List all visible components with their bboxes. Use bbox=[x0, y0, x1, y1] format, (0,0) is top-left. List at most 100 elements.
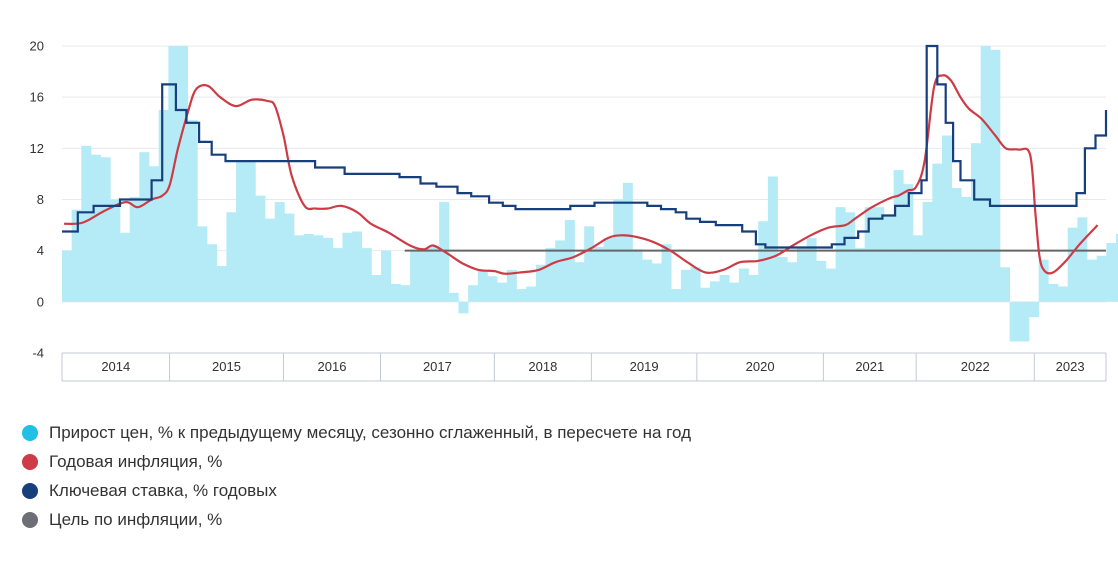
price-growth-bar bbox=[381, 250, 392, 302]
legend-dot-icon bbox=[22, 482, 38, 499]
price-growth-bar bbox=[468, 285, 479, 302]
price-growth-bar bbox=[729, 282, 740, 302]
price-growth-bar bbox=[555, 240, 566, 302]
price-growth-bar bbox=[62, 250, 72, 302]
price-growth-bar bbox=[970, 143, 981, 302]
price-growth-bar bbox=[371, 274, 382, 302]
price-growth-bar bbox=[1000, 267, 1010, 302]
price-growth-bar bbox=[294, 235, 305, 302]
price-growth-bar bbox=[313, 235, 324, 302]
year-label: 2023 bbox=[1056, 359, 1085, 374]
price-growth-bar bbox=[255, 195, 266, 302]
legend-item-annual-inflation[interactable]: Годовая инфляция, % bbox=[22, 447, 691, 476]
price-growth-bar bbox=[1116, 234, 1118, 302]
price-growth-bar bbox=[748, 274, 759, 302]
price-growth-bar bbox=[110, 199, 121, 302]
legend-label: Прирост цен, % к предыдущему месяцу, сез… bbox=[49, 422, 692, 442]
price-growth-bar bbox=[593, 246, 604, 302]
price-growth-bar bbox=[361, 248, 372, 302]
price-growth-bar bbox=[120, 232, 130, 302]
year-label: 2017 bbox=[423, 359, 452, 374]
price-growth-bar bbox=[226, 212, 237, 302]
price-growth-bar bbox=[178, 46, 189, 302]
price-growth-bar bbox=[91, 154, 101, 302]
price-growth-bar bbox=[265, 218, 276, 302]
legend-item-inflation-target[interactable]: Цель по инфляции, % bbox=[22, 505, 691, 534]
price-growth-bar bbox=[526, 286, 537, 302]
price-growth-bar bbox=[700, 287, 711, 302]
price-growth-bar bbox=[951, 187, 962, 302]
price-growth-bar bbox=[1096, 255, 1107, 302]
price-growth-bar bbox=[816, 260, 827, 302]
price-growth-bar bbox=[584, 226, 595, 302]
price-growth-bar bbox=[632, 249, 643, 302]
year-label: 2016 bbox=[318, 359, 347, 374]
y-tick-label: 0 bbox=[37, 294, 44, 309]
price-growth-bar bbox=[149, 166, 160, 302]
price-growth-bar bbox=[158, 109, 169, 302]
price-growth-bar bbox=[1058, 286, 1068, 302]
legend-dot-icon bbox=[22, 453, 38, 470]
price-growth-bar bbox=[680, 269, 691, 302]
price-growth-bar bbox=[139, 152, 150, 302]
year-label: 2018 bbox=[528, 359, 557, 374]
legend: Прирост цен, % к предыдущему месяцу, сез… bbox=[22, 418, 691, 534]
y-tick-label: -4 bbox=[32, 346, 44, 361]
price-growth-bar bbox=[825, 268, 836, 302]
x-axis: 2014 2015 2016 2017 2018 2019 2020 2021 2022 2023 bbox=[61, 352, 1107, 382]
price-growth-bar bbox=[284, 213, 295, 302]
price-growth-bar bbox=[323, 237, 334, 302]
price-growth-bar bbox=[941, 135, 952, 302]
price-growth-bar bbox=[1106, 242, 1117, 302]
price-growth-bar bbox=[661, 244, 672, 302]
price-growth-bar bbox=[81, 145, 92, 302]
y-tick-label: 20 bbox=[30, 39, 44, 54]
price-growth-bar bbox=[100, 157, 111, 302]
legend-item-key-rate[interactable]: Ключевая ставка, % годовых bbox=[22, 476, 691, 505]
price-growth-bar bbox=[1038, 259, 1049, 302]
price-growth-bar bbox=[516, 289, 527, 302]
price-growth-bar bbox=[709, 281, 720, 302]
price-growth-bar bbox=[912, 235, 923, 302]
legend-label: Годовая инфляция, % bbox=[49, 451, 223, 471]
price-growth-bar bbox=[487, 276, 498, 302]
year-label: 2021 bbox=[855, 359, 884, 374]
series-lines bbox=[62, 44, 1108, 275]
price-growth-bar bbox=[671, 289, 682, 302]
price-growth-bar bbox=[332, 248, 343, 302]
price-growth-bar bbox=[719, 274, 730, 302]
price-growth-bar bbox=[419, 248, 430, 302]
price-growth-bar bbox=[1019, 301, 1030, 342]
price-growth-bar bbox=[245, 161, 256, 302]
price-growth-bar bbox=[71, 209, 82, 302]
price-growth-bar bbox=[738, 268, 749, 302]
price-growth-bar bbox=[767, 176, 778, 302]
legend-label: Цель по инфляции, % bbox=[49, 509, 223, 529]
year-label: 2022 bbox=[961, 359, 990, 374]
price-growth-bars bbox=[62, 46, 1118, 342]
price-growth-bar bbox=[854, 248, 865, 302]
key-rate-line bbox=[62, 44, 1108, 249]
price-growth-bar bbox=[603, 237, 614, 302]
price-growth-bar bbox=[303, 234, 314, 302]
price-growth-bar bbox=[622, 182, 633, 302]
legend-dot-icon bbox=[22, 511, 38, 528]
price-growth-bar bbox=[787, 262, 798, 302]
price-growth-bar bbox=[835, 207, 846, 302]
price-growth-bar bbox=[448, 292, 459, 302]
price-growth-bar bbox=[806, 237, 817, 302]
price-growth-bar bbox=[564, 219, 575, 302]
legend-item-price-growth[interactable]: Прирост цен, % к предыдущему месяцу, сез… bbox=[22, 418, 691, 447]
year-label: 2015 bbox=[212, 359, 241, 374]
price-growth-bar bbox=[980, 46, 991, 302]
annual-inflation-line bbox=[64, 74, 1099, 275]
price-growth-bar bbox=[458, 301, 469, 314]
price-growth-bar bbox=[903, 184, 914, 302]
price-growth-bar bbox=[1048, 283, 1059, 302]
y-tick-label: 16 bbox=[30, 90, 44, 105]
price-growth-bar bbox=[197, 226, 208, 302]
price-growth-bar bbox=[874, 207, 885, 302]
price-growth-bar bbox=[864, 207, 875, 302]
price-growth-bar bbox=[642, 259, 653, 302]
